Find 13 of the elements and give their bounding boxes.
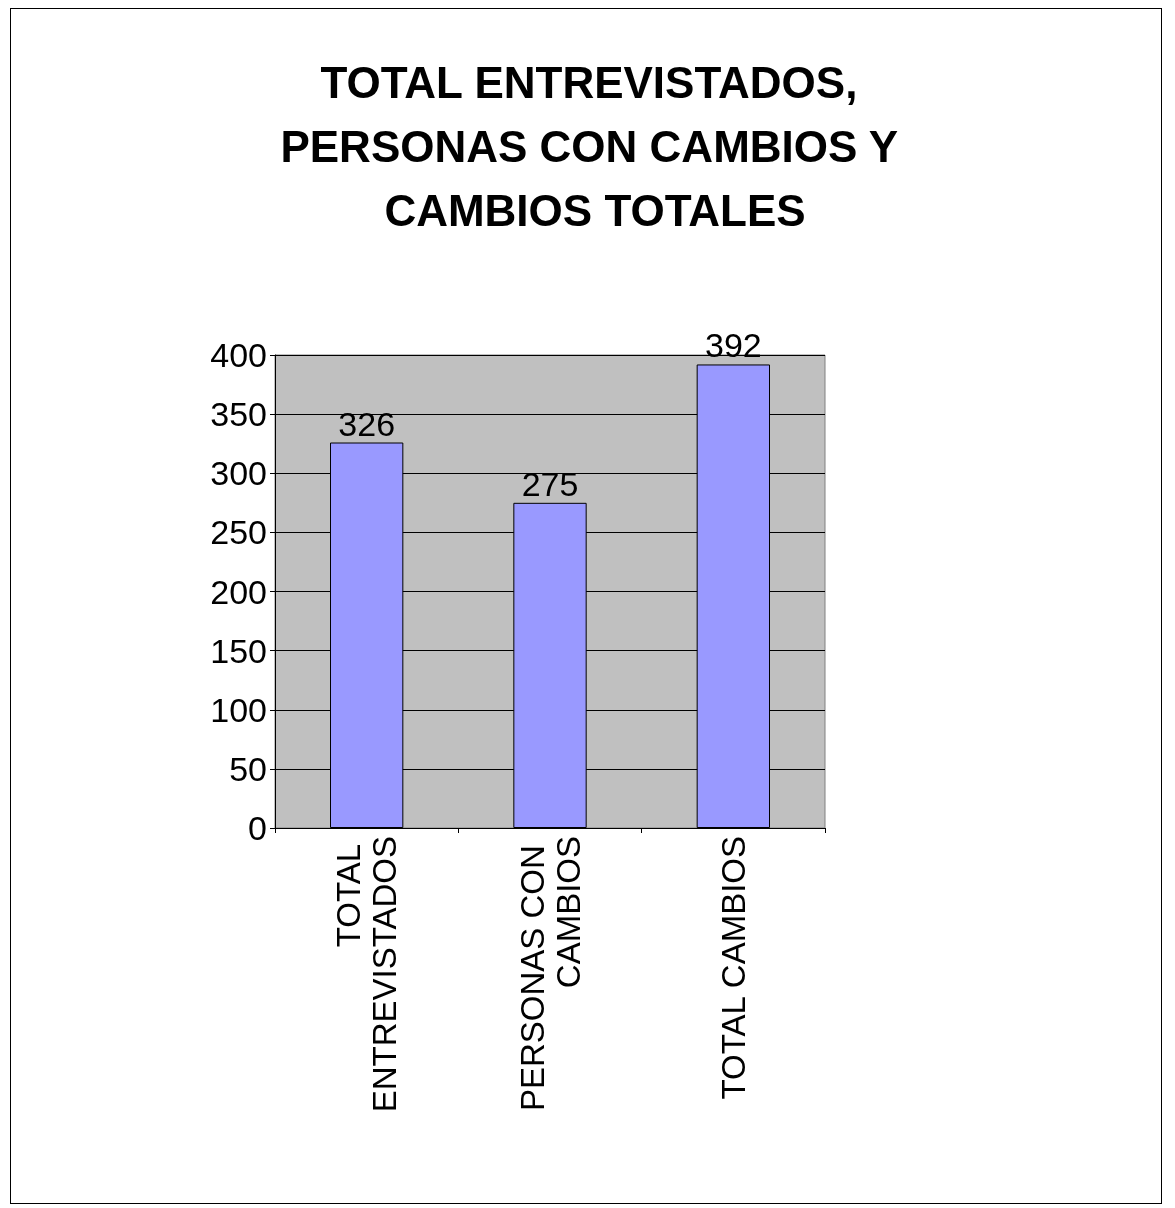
x-tick-label: TOTAL CAMBIOS: [714, 836, 752, 1100]
y-tick-label: 100: [210, 690, 267, 729]
y-tick-label: 0: [248, 809, 267, 847]
y-tick-label: 400: [210, 336, 267, 374]
y-tick-label: 350: [210, 395, 267, 434]
y-tick-label: 200: [210, 572, 267, 611]
y-tick-label: 250: [210, 513, 267, 552]
y-tick-label: 300: [210, 454, 267, 493]
chart-title: TOTAL ENTREVISTADOS, PERSONAS CON CAMBIOS Y CAMBIOS TOTALES: [280, 57, 910, 235]
y-tick-label: 50: [229, 749, 267, 788]
x-tick-label: TOTAL ENTREVISTADOS: [330, 836, 404, 1113]
x-tick-label: PERSONAS CON CAMBIOS: [513, 836, 587, 1112]
y-tick-label: 150: [210, 631, 267, 670]
